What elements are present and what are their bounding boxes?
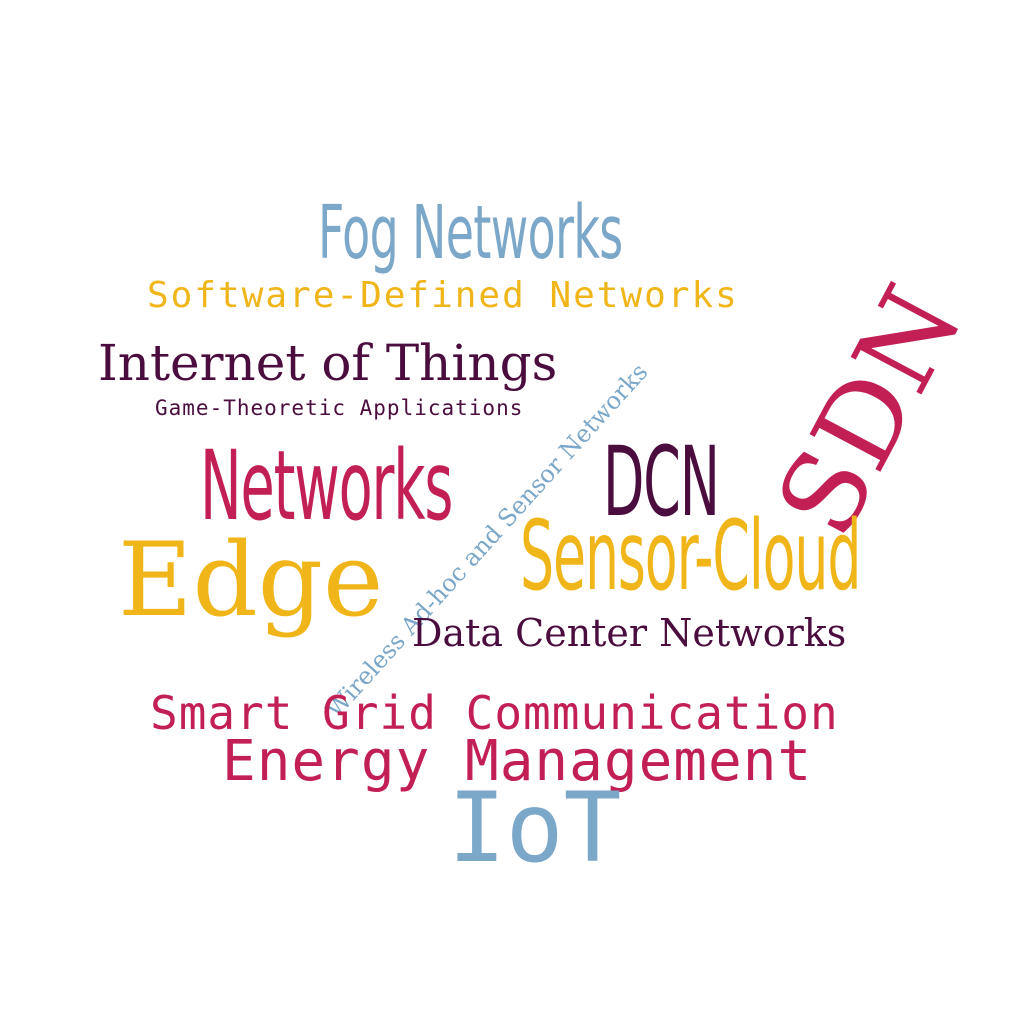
word-edge: Edge bbox=[118, 521, 384, 640]
word-smart-grid-communication: Smart Grid Communication bbox=[150, 686, 839, 740]
word-fog-networks: Fog Networks bbox=[318, 190, 623, 276]
word-data-center-networks: Data Center Networks bbox=[412, 611, 847, 655]
word-game-theoretic-applications: Game-Theoretic Applications bbox=[155, 396, 524, 420]
word-energy-management: Energy Management bbox=[222, 729, 813, 794]
word-internet-of-things: Internet of Things bbox=[98, 334, 558, 392]
word-software-defined-networks: Software-Defined Networks bbox=[147, 275, 739, 316]
word-sensor-cloud: Sensor-Cloud bbox=[520, 500, 861, 612]
word-dcn: DCN bbox=[603, 426, 720, 538]
word-iot: IoT bbox=[448, 772, 622, 884]
word-networks: Networks bbox=[200, 430, 453, 542]
